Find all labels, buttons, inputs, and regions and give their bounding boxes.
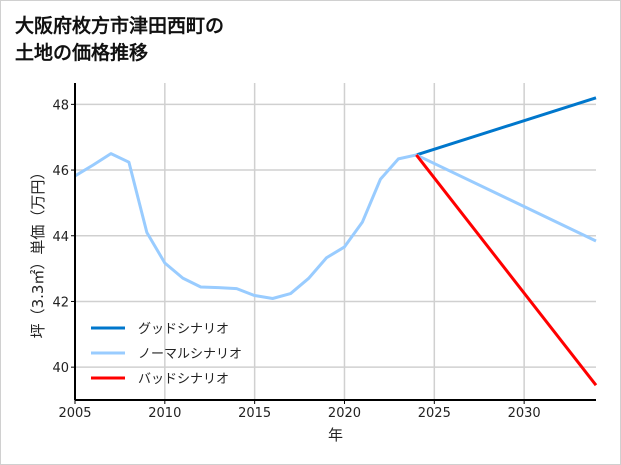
legend-label: ノーマルシナリオ: [138, 347, 242, 362]
x-tick-label: 2015: [238, 406, 271, 421]
x-tick-label: 2020: [328, 406, 361, 421]
x-tick-label: 2030: [508, 406, 541, 421]
y-tick-label: 44: [52, 230, 69, 245]
legend-label: グッドシナリオ: [138, 322, 229, 337]
series-line: [415, 154, 598, 387]
chart-title-line-2: 土地の価格推移: [15, 42, 149, 64]
series-line: [74, 152, 597, 300]
x-tick-label: 2010: [148, 406, 181, 421]
legend-label: バッドシナリオ: [138, 372, 229, 387]
y-tick-label: 48: [52, 98, 69, 113]
y-tick-label: 46: [52, 164, 69, 179]
x-axis-label: 年: [328, 426, 343, 444]
x-tick-label: 2025: [418, 406, 451, 421]
series-line: [415, 96, 597, 157]
y-tick-label: 42: [52, 295, 69, 310]
x-tick-label: 2005: [58, 406, 91, 421]
chart-title-line-1: 大阪府枚方市津田西町の: [15, 15, 225, 37]
y-axis-label: 坪（3.3㎡）単価（万円）: [29, 165, 47, 339]
y-tick-label: 40: [52, 361, 69, 376]
